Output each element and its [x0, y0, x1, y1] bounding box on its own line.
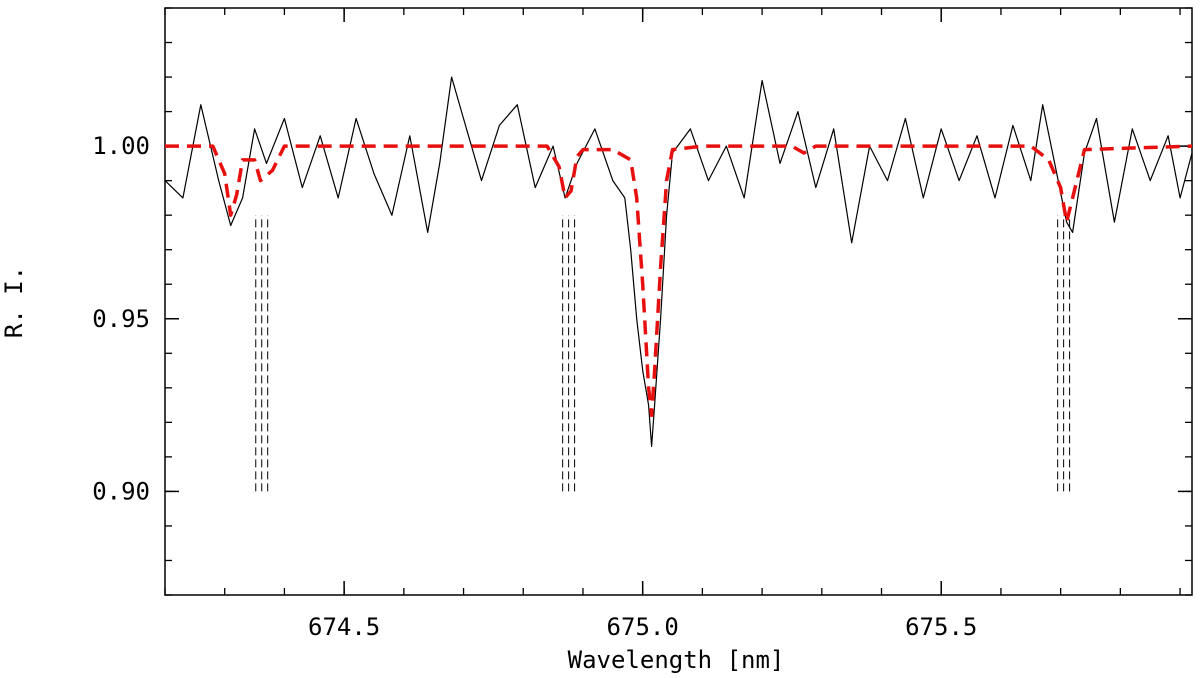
series-layer [164, 76, 1193, 448]
observed-spectrum-line [164, 76, 1193, 448]
x-tick-labels: 674.5 675.0 675.5 [308, 613, 977, 641]
plot-frame [164, 7, 1193, 596]
line-markers [255, 215, 1071, 492]
x-axis-title: Wavelength [nm] [568, 646, 785, 674]
x-tick-label: 675.0 [607, 613, 679, 641]
minor-ticks [164, 7, 1192, 596]
major-ticks [165, 8, 1192, 595]
x-tick-label: 675.5 [905, 613, 977, 641]
y-tick-labels: 0.90 0.95 1.00 [92, 132, 150, 505]
y-tick-label: 0.95 [92, 305, 150, 333]
y-tick-label: 1.00 [92, 132, 150, 160]
model-spectrum-line [165, 144, 1193, 418]
y-tick-label: 0.90 [92, 477, 150, 505]
x-tick-label: 674.5 [308, 613, 380, 641]
y-axis-title: R. I. [0, 266, 28, 338]
